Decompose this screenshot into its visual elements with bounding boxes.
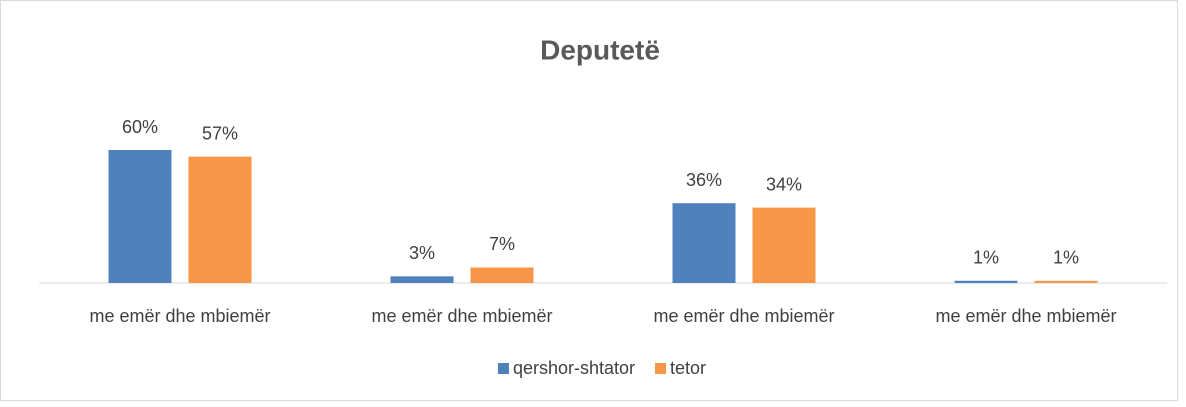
bar bbox=[1034, 280, 1098, 283]
bar bbox=[672, 203, 736, 283]
bar bbox=[752, 207, 816, 283]
legend-swatch bbox=[655, 363, 667, 374]
data-label: 57% bbox=[202, 123, 238, 143]
bar bbox=[470, 267, 534, 283]
x-tick-label: me emër dhe mbiemër bbox=[935, 306, 1116, 326]
chart-title: Deputetë bbox=[540, 34, 660, 65]
legend-label: qershor-shtator bbox=[513, 358, 635, 378]
x-tick-label: me emër dhe mbiemër bbox=[371, 306, 552, 326]
data-label: 36% bbox=[686, 170, 722, 190]
data-label: 1% bbox=[973, 248, 999, 268]
bar bbox=[954, 280, 1018, 283]
data-label: 7% bbox=[489, 234, 515, 254]
x-tick-label: me emër dhe mbiemër bbox=[89, 306, 270, 326]
x-tick-label: me emër dhe mbiemër bbox=[653, 306, 834, 326]
data-label: 60% bbox=[122, 117, 158, 137]
legend-swatch bbox=[497, 363, 509, 374]
bar bbox=[188, 156, 252, 283]
legend-label: tetor bbox=[670, 358, 706, 378]
bar bbox=[108, 150, 172, 283]
data-label: 1% bbox=[1053, 248, 1079, 268]
data-label: 34% bbox=[766, 174, 802, 194]
data-label: 3% bbox=[409, 243, 435, 263]
bar bbox=[390, 276, 454, 283]
